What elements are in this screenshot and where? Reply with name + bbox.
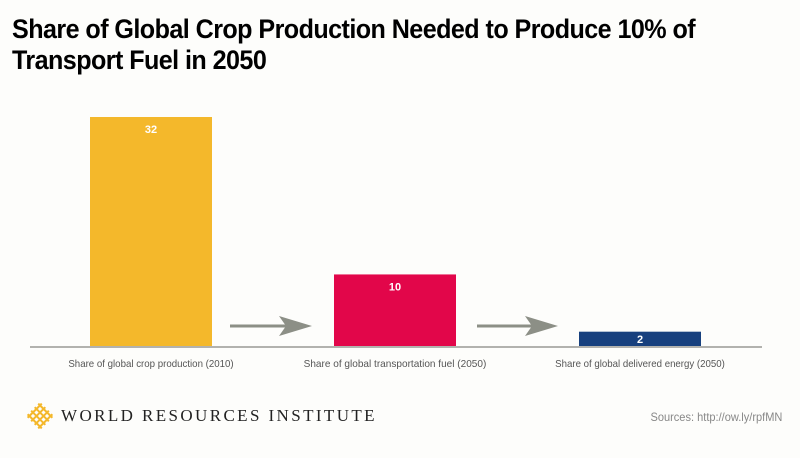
arrow-icon xyxy=(230,316,312,336)
data-label: 32 xyxy=(145,124,157,136)
category-label: Share of global crop production (2010) xyxy=(68,358,233,370)
organization-name: WORLD RESOURCES INSTITUTE xyxy=(61,406,377,425)
arrow-icon xyxy=(477,316,558,336)
wri-logo-icon xyxy=(26,402,54,430)
bar-2 xyxy=(334,274,456,346)
data-label: 10 xyxy=(389,281,401,293)
source-link[interactable]: Sources: http://ow.ly/rpfMN xyxy=(650,410,782,424)
bar-chart: 32 Share of global crop production (2010)… xyxy=(30,117,762,370)
bar-1 xyxy=(90,117,212,346)
category-label: Share of global delivered energy (2050) xyxy=(555,358,725,370)
data-label: 2 xyxy=(637,334,643,346)
category-label: Share of global transportation fuel (205… xyxy=(304,358,487,370)
bar-3 xyxy=(579,331,701,346)
chart-title: Share of Global Crop Production Needed t… xyxy=(12,14,696,75)
